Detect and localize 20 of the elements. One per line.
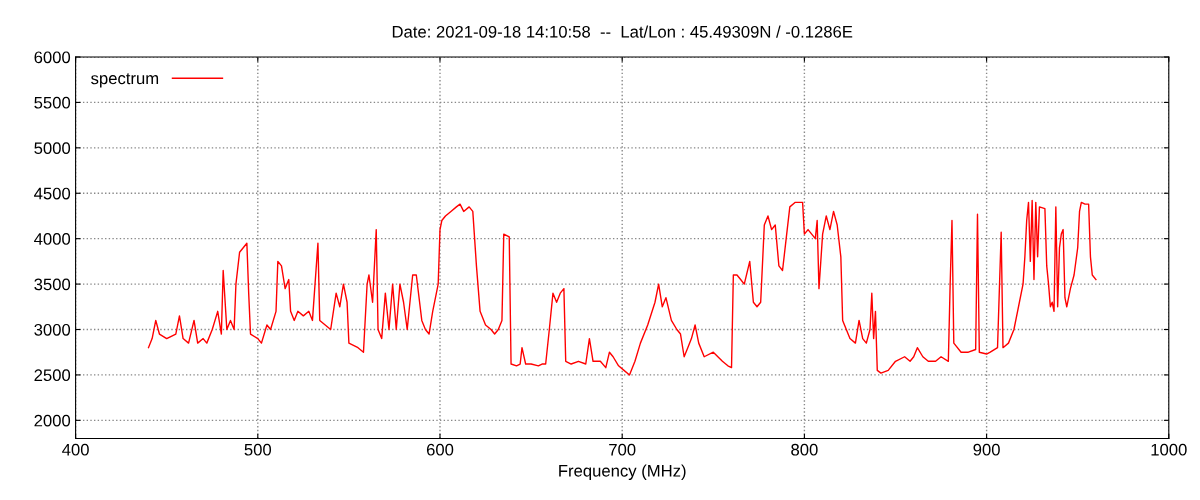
y-tick-label: 3500 <box>34 278 71 291</box>
x-tick-label: 900 <box>973 443 1000 456</box>
x-tick-label: 800 <box>791 443 818 456</box>
y-tick-label: 4000 <box>34 233 71 245</box>
y-tick-label: 5000 <box>34 142 71 155</box>
line-series <box>147 199 1097 376</box>
legend-label: spectrum <box>91 73 159 88</box>
y-tick-label: 4500 <box>34 187 71 200</box>
y-tick-label: 6000 <box>34 51 71 64</box>
x-tick-label: 600 <box>426 443 454 456</box>
y-tick-label: 2500 <box>34 369 71 382</box>
chart-title: Date: 2021-09-18 14:10:58 -- Lat/Lon : 45.49309N / -0.1286E <box>392 25 853 38</box>
y-tick-label: 3000 <box>34 323 71 336</box>
y-tick-label: 2000 <box>34 414 71 427</box>
x-tick-label: 1000 <box>1151 443 1187 456</box>
x-tick-label: 700 <box>609 443 636 456</box>
y-tick-label: 5500 <box>34 96 71 109</box>
x-axis-title: Frequency (MHz) <box>559 464 686 480</box>
x-tick-label: 400 <box>62 443 89 456</box>
x-tick-label: 500 <box>244 443 272 456</box>
